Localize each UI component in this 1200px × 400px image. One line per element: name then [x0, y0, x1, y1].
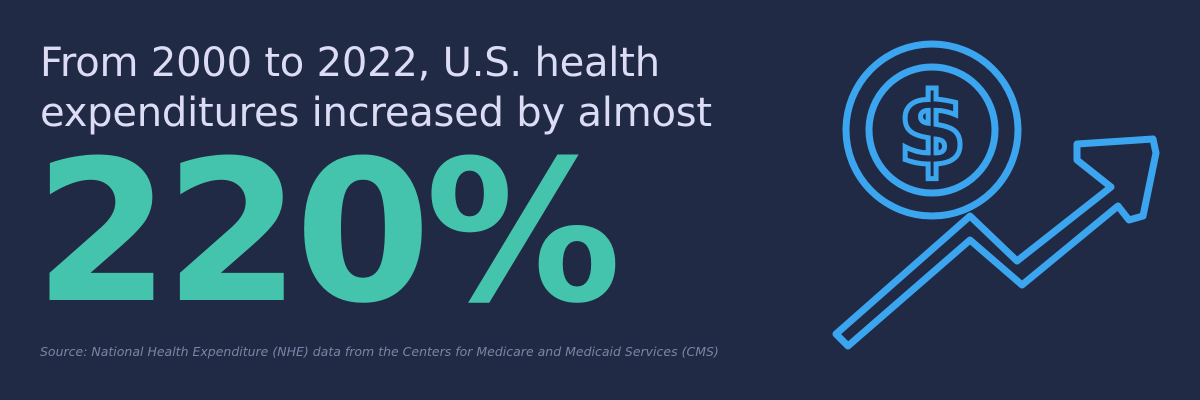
growth-arrow-outline: [832, 135, 1160, 350]
dollar-magnifier-growth-arrow-icon: $: [820, 40, 1180, 370]
dollar-sign-icon: $: [897, 71, 967, 188]
source-citation: Source: National Health Expenditure (NHE…: [40, 344, 719, 359]
percentage-stat: 220%: [34, 119, 622, 347]
headline-line-2: expenditures increased by almost: [40, 90, 712, 136]
magnifier-outer-ring: [842, 40, 1022, 220]
magnifier-inner-ring: [865, 63, 999, 197]
headline-line-1: From 2000 to 2022, U.S. health: [40, 40, 660, 86]
headline: From 2000 to 2022, U.S. health expenditu…: [40, 38, 780, 138]
